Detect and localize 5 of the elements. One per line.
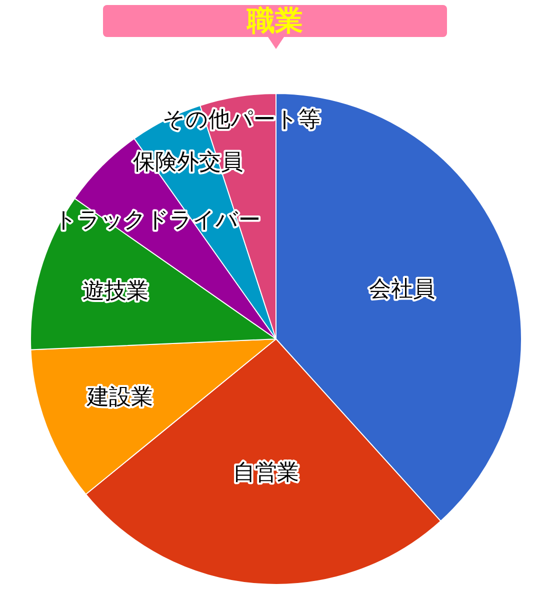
slice-label: 遊技業 xyxy=(82,279,149,304)
chart-title: 職業 xyxy=(103,4,447,37)
slice-label: 会社員 xyxy=(369,277,436,302)
slice-label: 自営業 xyxy=(232,460,299,486)
slice-label: 建設業 xyxy=(86,385,154,410)
